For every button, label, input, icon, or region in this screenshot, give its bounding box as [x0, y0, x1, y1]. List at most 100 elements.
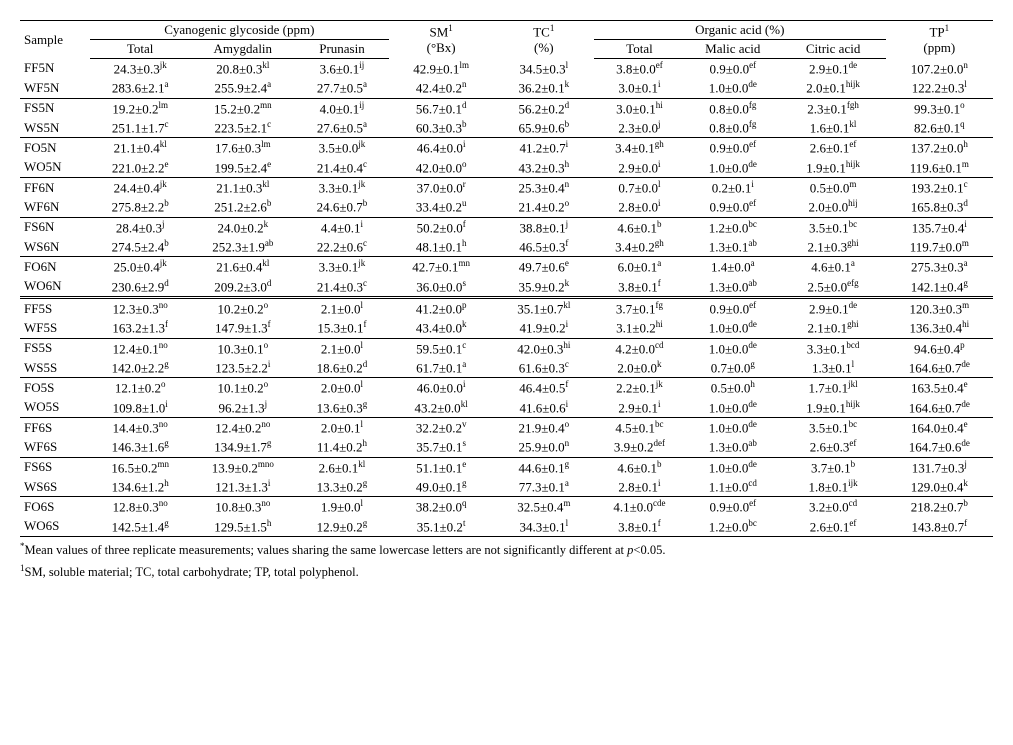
cell-value: 1.8±0.1ijk	[781, 477, 886, 497]
cell-value: 60.3±0.3b	[389, 118, 494, 138]
cell-value: 3.4±0.2gh	[594, 237, 685, 257]
cell-value: 0.9±0.0ef	[685, 138, 781, 158]
cell-value: 147.9±1.3f	[190, 318, 295, 338]
cell-value: 27.6±0.5a	[295, 118, 388, 138]
cell-value: 4.6±0.1b	[594, 457, 685, 477]
col-tp: TP1(ppm)	[886, 21, 993, 59]
cell-value: 11.4±0.2h	[295, 437, 388, 457]
cell-value: 35.7±0.1s	[389, 437, 494, 457]
footnote-b: 1SM, soluble material; TC, total carbohy…	[20, 562, 993, 581]
cell-value: 12.4±0.1no	[90, 338, 190, 358]
cell-value: 56.2±0.2d	[494, 98, 594, 118]
cell-value: 1.0±0.0de	[685, 318, 781, 338]
table-row: FS5N19.2±0.2lm15.2±0.2mn4.0±0.1ij56.7±0.…	[20, 98, 993, 118]
cell-value: 43.4±0.0k	[389, 318, 494, 338]
cell-value: 1.3±0.0ab	[685, 277, 781, 298]
cell-value: 25.3±0.4n	[494, 177, 594, 197]
cell-value: 2.0±0.0k	[594, 358, 685, 378]
cell-value: 10.1±0.2o	[190, 378, 295, 398]
cell-value: 0.7±0.0g	[685, 358, 781, 378]
cell-sample: FS5S	[20, 338, 90, 358]
table-row: FS5S12.4±0.1no10.3±0.1o2.1±0.0l59.5±0.1c…	[20, 338, 993, 358]
table-row: FF5S12.3±0.3no10.2±0.2o2.1±0.0l41.2±0.0p…	[20, 297, 993, 318]
cell-value: 0.8±0.0fg	[685, 98, 781, 118]
cell-value: 136.3±0.4hi	[886, 318, 993, 338]
cell-value: 15.3±0.1f	[295, 318, 388, 338]
cell-value: 3.2±0.0cd	[781, 497, 886, 517]
cell-value: 82.6±0.1q	[886, 118, 993, 138]
cell-value: 21.4±0.4c	[295, 158, 388, 178]
cell-value: 223.5±2.1c	[190, 118, 295, 138]
cell-value: 0.2±0.1i	[685, 177, 781, 197]
cell-value: 0.9±0.0ef	[685, 497, 781, 517]
cell-value: 1.2±0.0bc	[685, 217, 781, 237]
cell-value: 2.9±0.1de	[781, 297, 886, 318]
cell-value: 4.6±0.1a	[781, 257, 886, 277]
cell-value: 0.9±0.0ef	[685, 197, 781, 217]
cell-value: 25.0±0.4jk	[90, 257, 190, 277]
footnote-a: *Mean values of three replicate measurem…	[20, 540, 993, 559]
cell-sample: WS5S	[20, 358, 90, 378]
cell-value: 2.3±0.0j	[594, 118, 685, 138]
cell-value: 0.5±0.0m	[781, 177, 886, 197]
cell-value: 2.1±0.0l	[295, 297, 388, 318]
cell-value: 120.3±0.3m	[886, 297, 993, 318]
cell-value: 10.2±0.2o	[190, 297, 295, 318]
cell-value: 27.7±0.5a	[295, 78, 388, 98]
cell-sample: WS5N	[20, 118, 90, 138]
cell-value: 4.2±0.0cd	[594, 338, 685, 358]
cell-value: 4.4±0.1i	[295, 217, 388, 237]
cell-value: 3.7±0.1fg	[594, 297, 685, 318]
cell-value: 41.2±0.0p	[389, 297, 494, 318]
cell-sample: FO6N	[20, 257, 90, 277]
table-row: FF5N24.3±0.3jk20.8±0.3kl3.6±0.1ij42.9±0.…	[20, 59, 993, 79]
cell-value: 3.8±0.0ef	[594, 59, 685, 79]
cell-value: 49.7±0.6e	[494, 257, 594, 277]
col-sample: Sample	[20, 21, 90, 59]
cell-value: 164.6±0.7de	[886, 398, 993, 418]
cell-value: 18.6±0.2d	[295, 358, 388, 378]
cell-value: 2.3±0.1fgh	[781, 98, 886, 118]
table-row: FO5N21.1±0.4kl17.6±0.3lm3.5±0.0jk46.4±0.…	[20, 138, 993, 158]
cell-value: 17.6±0.3lm	[190, 138, 295, 158]
cell-value: 37.0±0.0r	[389, 177, 494, 197]
cell-value: 3.8±0.1f	[594, 517, 685, 537]
cell-value: 2.0±0.0hij	[781, 197, 886, 217]
cell-sample: WS6N	[20, 237, 90, 257]
cell-value: 119.7±0.0m	[886, 237, 993, 257]
cell-value: 21.4±0.2o	[494, 197, 594, 217]
cell-value: 134.9±1.7g	[190, 437, 295, 457]
cell-value: 123.5±2.2i	[190, 358, 295, 378]
cell-value: 121.3±1.3i	[190, 477, 295, 497]
cell-value: 2.1±0.1ghi	[781, 318, 886, 338]
cell-value: 42.0±0.3hi	[494, 338, 594, 358]
cell-value: 2.0±0.1l	[295, 417, 388, 437]
cell-value: 1.0±0.0de	[685, 338, 781, 358]
cell-value: 251.1±1.7c	[90, 118, 190, 138]
cell-value: 0.5±0.0h	[685, 378, 781, 398]
cell-value: 41.2±0.7i	[494, 138, 594, 158]
cell-value: 13.6±0.3g	[295, 398, 388, 418]
cell-value: 146.3±1.6g	[90, 437, 190, 457]
cell-value: 3.8±0.1f	[594, 277, 685, 298]
cell-value: 131.7±0.3j	[886, 457, 993, 477]
table-row: WS5N251.1±1.7c223.5±2.1c27.6±0.5a60.3±0.…	[20, 118, 993, 138]
cell-value: 35.1±0.7kl	[494, 297, 594, 318]
cell-value: 3.0±0.1hi	[594, 98, 685, 118]
cell-sample: FF5S	[20, 297, 90, 318]
cell-value: 13.3±0.2g	[295, 477, 388, 497]
table-row: FF6N24.4±0.4jk21.1±0.3kl3.3±0.1jk37.0±0.…	[20, 177, 993, 197]
cell-value: 1.0±0.0de	[685, 158, 781, 178]
table-row: WS5S142.0±2.2g123.5±2.2i18.6±0.2d61.7±0.…	[20, 358, 993, 378]
cell-value: 12.9±0.2g	[295, 517, 388, 537]
cell-sample: WO5S	[20, 398, 90, 418]
cell-value: 143.8±0.7f	[886, 517, 993, 537]
cell-value: 3.7±0.1b	[781, 457, 886, 477]
cell-value: 119.6±0.1m	[886, 158, 993, 178]
cell-sample: WF5S	[20, 318, 90, 338]
cell-value: 3.3±0.1jk	[295, 257, 388, 277]
cell-value: 4.1±0.0cde	[594, 497, 685, 517]
cell-value: 16.5±0.2mn	[90, 457, 190, 477]
cell-value: 2.6±0.1ef	[781, 138, 886, 158]
table-row: WO5S109.8±1.0i96.2±1.3j13.6±0.3g43.2±0.0…	[20, 398, 993, 418]
